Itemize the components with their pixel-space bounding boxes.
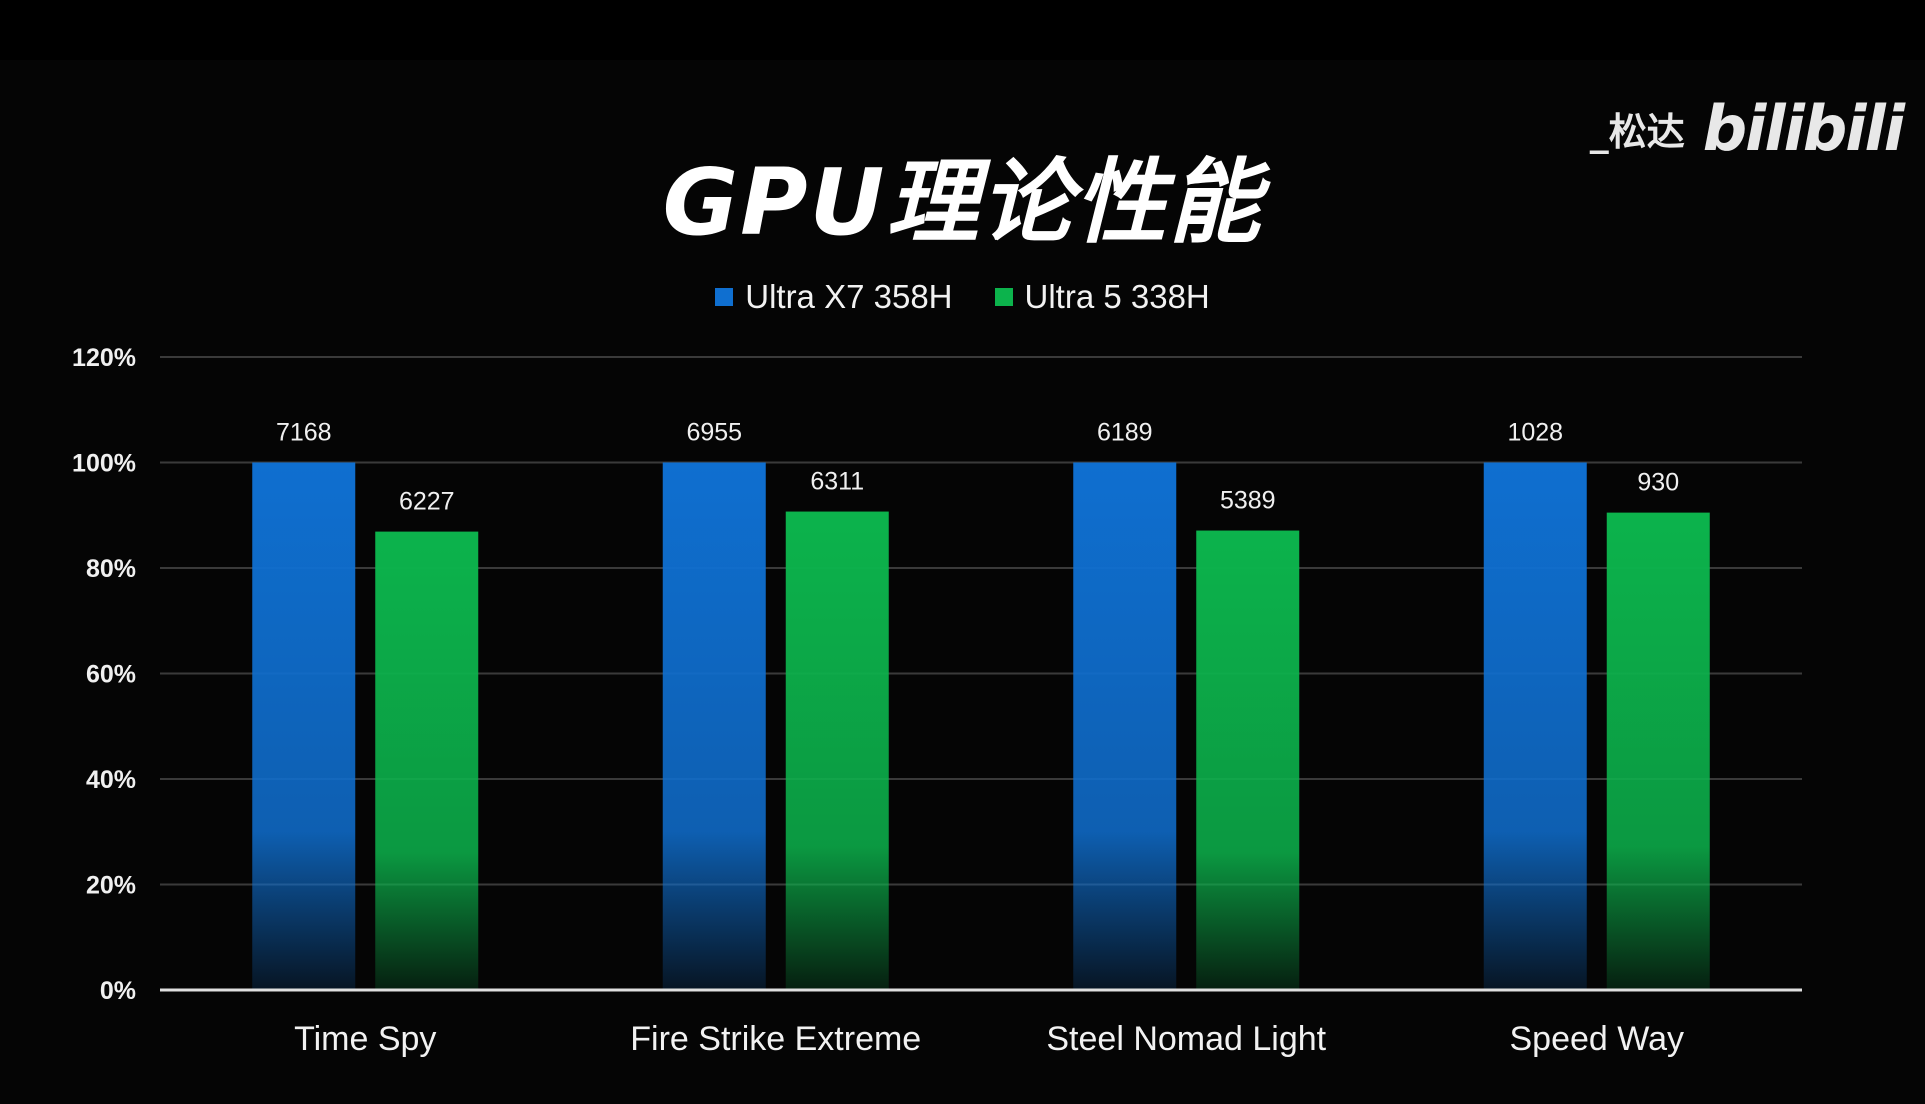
data-label: 6227 bbox=[399, 488, 455, 516]
x-tick-label: Time Spy bbox=[294, 1020, 436, 1058]
data-label: 7168 bbox=[276, 419, 332, 447]
bar-series-0 bbox=[662, 462, 766, 990]
x-tick-label: Speed Way bbox=[1510, 1020, 1685, 1058]
y-tick-label: 60% bbox=[86, 661, 136, 689]
bar-series-0 bbox=[252, 462, 356, 990]
watermark-user: _松达 bbox=[1589, 110, 1685, 154]
top-black-bar bbox=[0, 0, 1925, 60]
legend-swatch-green bbox=[994, 288, 1013, 306]
y-tick-label: 100% bbox=[72, 450, 136, 478]
legend-label: Ultra 5 338H bbox=[1024, 278, 1210, 315]
data-label: 1028 bbox=[1507, 419, 1563, 447]
watermark: _松达 bilibili bbox=[1589, 92, 1905, 165]
legend-item-series-1: Ultra 5 338H bbox=[994, 278, 1210, 316]
legend: Ultra X7 358H Ultra 5 338H bbox=[0, 278, 1925, 316]
chart-title: GPU理论性能 bbox=[662, 149, 1263, 256]
data-label: 930 bbox=[1637, 469, 1679, 497]
y-tick-label: 120% bbox=[72, 344, 136, 372]
y-tick-label: 20% bbox=[86, 872, 136, 900]
y-tick-label: 80% bbox=[86, 555, 136, 583]
x-tick-label: Fire Strike Extreme bbox=[630, 1020, 921, 1058]
legend-label: Ultra X7 358H bbox=[745, 278, 953, 315]
legend-swatch-blue bbox=[715, 288, 734, 306]
bar-series-1 bbox=[785, 511, 889, 990]
legend-item-series-0: Ultra X7 358H bbox=[715, 278, 953, 316]
y-tick-label: 40% bbox=[86, 766, 136, 794]
bar-series-0 bbox=[1483, 462, 1587, 990]
data-label: 6311 bbox=[810, 468, 864, 496]
bilibili-logo: bilibili bbox=[1702, 92, 1905, 165]
bar-series-1 bbox=[1196, 530, 1300, 990]
bar-series-1 bbox=[375, 531, 479, 990]
data-label: 6955 bbox=[686, 419, 742, 447]
bar-series-1 bbox=[1606, 512, 1710, 990]
y-tick-label: 0% bbox=[100, 977, 136, 1005]
data-label: 6189 bbox=[1097, 419, 1153, 447]
x-tick-label: Steel Nomad Light bbox=[1046, 1020, 1326, 1058]
data-label: 5389 bbox=[1220, 487, 1276, 515]
bar-series-0 bbox=[1073, 462, 1177, 990]
